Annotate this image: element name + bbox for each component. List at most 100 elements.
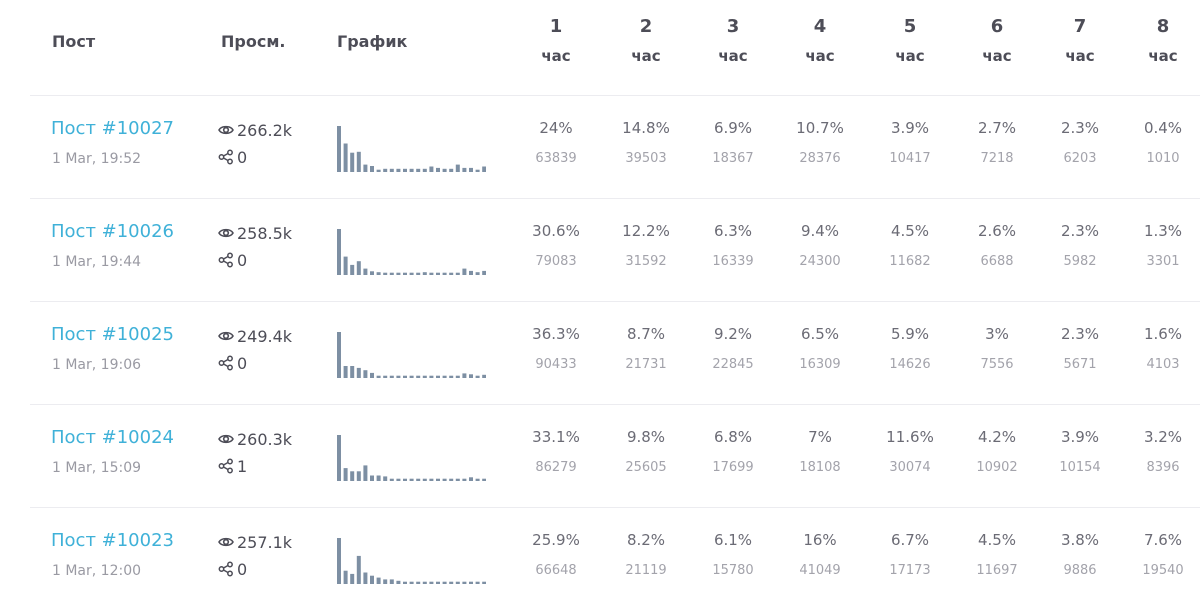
hour-count: 39503	[625, 151, 667, 166]
sparkline-chart	[337, 332, 486, 378]
sparkline-chart	[337, 435, 486, 481]
sparkline-bar	[449, 375, 454, 378]
hour-count: 11697	[976, 563, 1018, 578]
sparkline-bar	[416, 375, 421, 378]
sparkline-bar	[343, 366, 348, 378]
hour-percent: 8.7%	[626, 325, 666, 343]
hour-count: 25605	[625, 460, 667, 475]
views-value: 257.1k	[237, 533, 293, 552]
hour-count: 11682	[889, 254, 931, 269]
sparkline-bar	[389, 375, 394, 378]
post-link[interactable]: Пост #10027	[51, 118, 174, 139]
share-icon	[218, 355, 233, 371]
views-value: 260.3k	[237, 430, 293, 449]
sparkline-bar	[449, 478, 454, 481]
shares-value: 0	[237, 251, 248, 270]
hour-percent: 14.8%	[622, 119, 670, 137]
sparkline-bar	[370, 166, 374, 172]
hour-count: 86279	[535, 460, 577, 475]
sparkline-bar	[422, 375, 427, 378]
hour-percent: 1.6%	[1143, 325, 1183, 343]
post-link[interactable]: Пост #10024	[51, 427, 174, 448]
hour-percent: 11.6%	[886, 428, 934, 446]
sparkline-bar	[409, 272, 414, 275]
sparkline-bar	[422, 272, 427, 275]
sparkline-bar	[376, 577, 381, 584]
hour-count: 17173	[889, 563, 931, 578]
share-icon	[218, 561, 233, 577]
views-count: 257.1k	[218, 533, 292, 552]
hour-percent: 4.2%	[977, 428, 1017, 446]
shares-value: 0	[237, 354, 248, 373]
sparkline-bar	[350, 152, 355, 172]
sparkline-bar	[469, 581, 473, 584]
hour-percent: 6.9%	[713, 119, 753, 137]
column-header-hour-4: 4 час	[790, 16, 850, 66]
post-date: 1 Mar, 19:44	[52, 254, 142, 270]
sparkline-bar	[383, 272, 388, 275]
table-row: Пост #10026 1 Mar, 19:44 258.5k 0 30.6% 79083…	[30, 199, 1200, 302]
sparkline-bar	[363, 572, 368, 584]
sparkline-bar	[363, 268, 368, 275]
hour-count: 66648	[535, 563, 577, 578]
sparkline-bar	[376, 169, 381, 172]
shares-count: 0	[218, 148, 247, 167]
hour-count: 6203	[1063, 151, 1097, 166]
hour-unit-label: час	[895, 47, 925, 65]
hour-percent: 30.6%	[532, 222, 580, 240]
sparkline-bar	[376, 272, 381, 275]
hour-number: 7	[1073, 16, 1087, 37]
hour-percent: 7.6%	[1143, 531, 1183, 549]
share-icon	[218, 252, 233, 268]
hour-count: 7556	[980, 357, 1014, 372]
sparkline-bar	[462, 581, 467, 584]
sparkline-bar	[337, 538, 341, 584]
hour-number: 2	[639, 16, 653, 37]
post-link[interactable]: Пост #10026	[51, 221, 174, 242]
sparkline-bar	[396, 375, 401, 378]
hour-count: 8396	[1146, 460, 1180, 475]
hour-percent: 5.9%	[890, 325, 930, 343]
hour-count: 15780	[712, 563, 754, 578]
shares-value: 0	[237, 148, 248, 167]
post-link[interactable]: Пост #10023	[51, 530, 174, 551]
sparkline-bar	[449, 272, 454, 275]
hour-percent: 3.9%	[1060, 428, 1100, 446]
sparkline-bar	[376, 375, 381, 378]
eye-icon	[218, 331, 234, 341]
sparkline-bar	[436, 581, 440, 584]
sparkline-bar	[462, 478, 467, 481]
views-value: 249.4k	[237, 327, 293, 346]
hour-unit-label: час	[718, 47, 748, 65]
sparkline-bar	[416, 581, 421, 584]
hour-percent: 6.5%	[800, 325, 840, 343]
hour-number: 5	[903, 16, 917, 37]
hour-unit-label: час	[1148, 47, 1178, 65]
sparkline-bar	[455, 375, 460, 378]
shares-count: 1	[218, 457, 247, 476]
sparkline-bar	[442, 375, 447, 378]
hour-count: 10902	[976, 460, 1018, 475]
hour-percent: 2.3%	[1060, 325, 1100, 343]
post-link[interactable]: Пост #10025	[51, 324, 174, 345]
sparkline-bar	[337, 126, 341, 172]
sparkline-bar	[475, 581, 480, 584]
hour-percent: 4.5%	[890, 222, 930, 240]
column-header-hour-3: 3 час	[703, 16, 763, 66]
eye-icon	[218, 434, 234, 444]
hour-percent: 2.3%	[1060, 222, 1100, 240]
sparkline-bar	[482, 270, 486, 275]
hour-percent: 7%	[808, 428, 832, 446]
sparkline-bar	[462, 268, 467, 275]
views-value: 266.2k	[237, 121, 293, 140]
hour-number: 1	[549, 16, 563, 37]
sparkline-bar	[396, 580, 401, 584]
sparkline-bar	[475, 478, 480, 481]
views-count: 258.5k	[218, 224, 292, 243]
sparkline-bar	[455, 478, 460, 481]
sparkline-chart	[337, 538, 486, 584]
sparkline-bar	[482, 374, 486, 378]
hour-number: 4	[813, 16, 827, 37]
hour-percent: 3%	[985, 325, 1009, 343]
